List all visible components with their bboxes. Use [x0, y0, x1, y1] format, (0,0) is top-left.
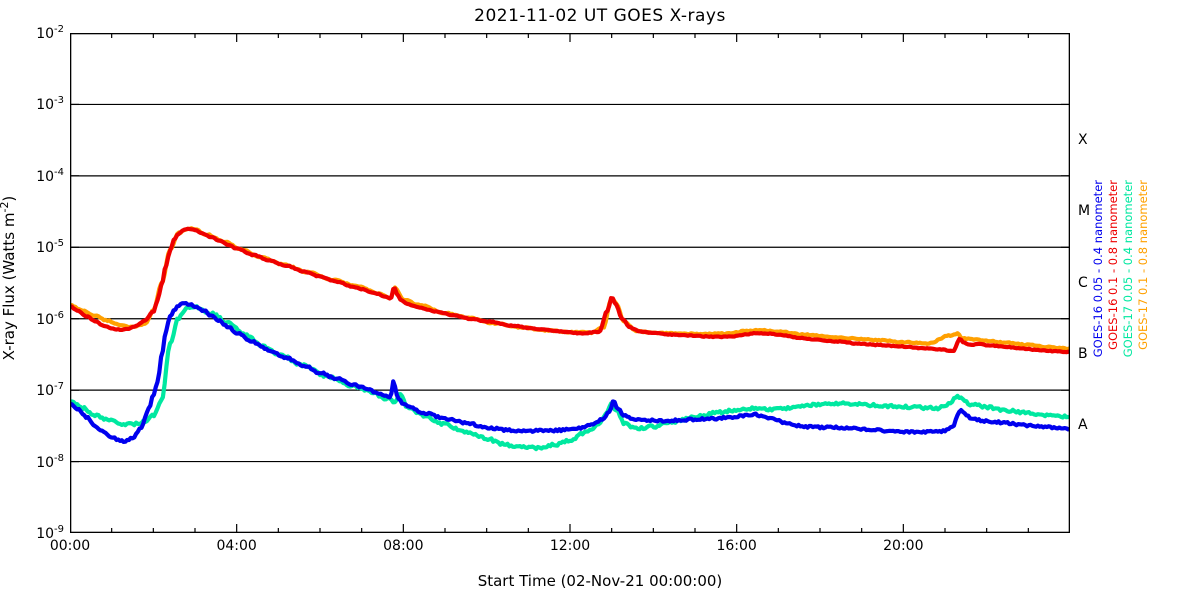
flare-class-label: M — [1078, 203, 1091, 220]
x-tick-label: 08:00 — [383, 538, 424, 554]
y-tick-label: 10-2 — [36, 24, 64, 42]
flare-class-label: C — [1078, 274, 1088, 291]
legend-entry: GOES-16 0.05 - 0.4 nanometer — [1091, 180, 1105, 358]
y-tick-label: 10-4 — [36, 167, 64, 185]
chart-svg — [70, 33, 1070, 533]
series-line — [70, 304, 1070, 452]
legend: GOES-16 0.05 - 0.4 nanometer GOES-16 0.1 … — [1090, 180, 1150, 410]
y-tick-label: 10-9 — [36, 524, 64, 542]
series-line — [70, 301, 1070, 445]
x-tick-label: 00:00 — [49, 538, 91, 554]
y-tick-label: 10-6 — [36, 309, 64, 328]
x-tick-label: 12:00 — [549, 538, 591, 554]
y-tick-label: 10-5 — [36, 238, 64, 257]
y-tick-label: 10-3 — [36, 95, 64, 114]
legend-entry: GOES-17 0.1 - 0.8 nanometer — [1136, 180, 1150, 350]
flare-class-label: X — [1078, 131, 1088, 148]
x-tick-label: 16:00 — [716, 538, 757, 554]
y-tick-label: 10-7 — [36, 381, 64, 399]
flare-class-label: B — [1078, 346, 1088, 363]
x-tick-label: 20:00 — [883, 538, 924, 554]
series-line — [70, 226, 1070, 355]
legend-entry: GOES-17 0.05 - 0.4 nanometer — [1121, 180, 1135, 358]
x-axis-label: Start Time (02-Nov-21 00:00:00) — [477, 572, 723, 590]
legend-entry: GOES-16 0.1 - 0.8 nanometer — [1106, 180, 1120, 350]
x-tick-label: 04:00 — [216, 538, 257, 554]
plot-frame — [70, 33, 1070, 533]
y-axis-ticks: 10-2 10-3 10-4 10-5 10-6 10-7 10-8 10-9 — [0, 24, 64, 542]
page-title: 2021-11-02 UT GOES X-rays — [474, 6, 726, 26]
flare-class-label: A — [1078, 417, 1088, 434]
plot-canvas — [70, 33, 1070, 533]
y-tick-label: 10-8 — [36, 452, 64, 471]
